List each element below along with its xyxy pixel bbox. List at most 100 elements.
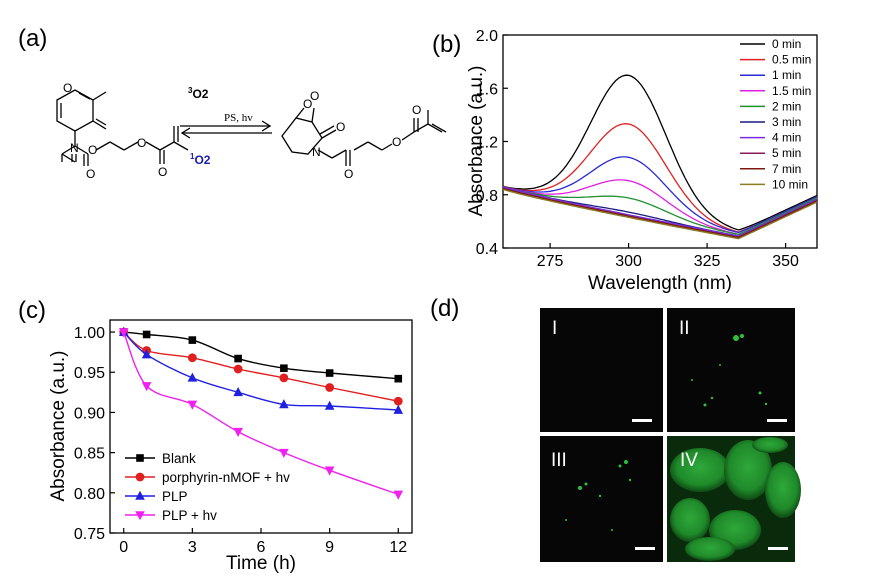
micrograph-ii	[667, 308, 795, 432]
chart-c-xtick-label: 0	[119, 539, 128, 556]
triplet-oxygen-label: 3O2	[188, 86, 209, 101]
chart-c-point-plp-hv	[187, 400, 198, 410]
chart-c-legend-marker	[135, 511, 145, 521]
chart-c-point-porphyrin-nmof-hv	[233, 364, 243, 374]
atom-o-methacrylate-right: O	[412, 103, 421, 117]
chart-c-ytick-label: 0.80	[74, 486, 105, 503]
chart-c-point-blank	[234, 354, 242, 363]
chart-b-legend-label: 5 min	[772, 146, 801, 160]
chart-c-point-blank	[280, 364, 288, 373]
atom-o-lactam: O	[336, 120, 345, 134]
chart-c-point-plp-hv	[233, 427, 243, 438]
micrograph-iii	[540, 436, 663, 562]
chart-c-point-blank	[325, 369, 334, 377]
chart-c-point-plp	[187, 372, 198, 382]
panel-d-label: (d)	[430, 295, 459, 322]
chart-b-xtick-label: 325	[694, 253, 721, 270]
scale-bar-iv	[768, 547, 788, 550]
chart-c-legend: Blank porphyrin-nMOF + hv PLP PLP + hv	[125, 451, 290, 523]
uv-vis-spectra-chart: 275 300 325 350 0.4 0.8 1.2 1.6 2.0 0 min 0.5 min…	[466, 28, 818, 294]
chart-c-point-plp-hv	[393, 490, 404, 500]
atom-o-peroxide-2: O	[310, 89, 319, 103]
singlet-oxygen-label: 1O2	[190, 152, 211, 167]
chart-b-xtick-label: 300	[615, 253, 642, 270]
micrograph-i-label: I	[552, 318, 557, 339]
chart-c-legend-marker	[135, 490, 145, 500]
chart-c-frame	[109, 319, 413, 534]
chart-c-ytick-label: 0.85	[74, 446, 105, 463]
atom-o-peroxide-1: O	[303, 97, 312, 111]
chart-c-point-plp-hv	[141, 382, 152, 392]
chart-c-point-plp	[279, 399, 289, 409]
microscopy-grid: I II III IV	[540, 308, 801, 562]
chart-b-legend-label: 4 min	[772, 131, 801, 145]
chart-c-legend-label: Blank	[162, 451, 196, 466]
chart-b-xlabel: Wavelength (nm)	[588, 273, 732, 294]
scale-bar-ii	[767, 419, 787, 422]
atom-o-ester-right: O	[392, 135, 401, 149]
atom-o-methacrylate-left: O	[158, 165, 167, 179]
chart-c-point-plp	[141, 349, 152, 359]
chart-b-ytick-label: 0.4	[476, 241, 498, 258]
micrograph-ii-specks	[691, 334, 768, 407]
chart-c-point-blank	[394, 374, 403, 383]
scale-bar-i	[632, 419, 652, 422]
chart-c-point-porphyrin-nmof-hv	[325, 383, 335, 392]
atom-n-left: N	[70, 141, 79, 155]
chart-c-xlabel: Time (h)	[226, 553, 296, 574]
chart-b-legend-label: 10 min	[772, 177, 808, 191]
chart-b-xtick-label: 275	[537, 253, 564, 270]
chart-c-point-porphyrin-nmof-hv	[279, 373, 289, 383]
chart-c-point-porphyrin-nmof-hv	[187, 353, 197, 363]
atom-o-left: O	[63, 81, 72, 95]
chart-b-legend-label: 0.5 min	[772, 53, 811, 67]
atom-o-ester2-left: O	[137, 136, 146, 150]
conditions-label: PS, hv	[224, 112, 253, 124]
chart-c-ytick-label: 0.95	[74, 365, 105, 382]
chart-b-ytick-label: 1.2	[476, 135, 498, 152]
atom-n-right: N	[312, 145, 321, 159]
chart-c-legend-label: PLP	[162, 489, 188, 504]
chart-c-point-plp	[324, 400, 335, 410]
absorbance-vs-time-chart: 0 3 6 9 12 0.75 0.80 0.85 0.90 0.95 1.00 Blank porp…	[48, 319, 413, 574]
micrograph-iv-label: IV	[680, 450, 698, 471]
panel-c-label: (c)	[18, 297, 46, 324]
chart-c-point-plp-hv	[279, 448, 289, 458]
chart-c-xtick-label: 6	[257, 539, 266, 556]
chart-c-legend-label: PLP + hv	[162, 508, 217, 523]
chart-b-legend-label: 1 min	[772, 68, 801, 82]
chart-c-ytick-label: 0.90	[74, 405, 105, 422]
chart-c-point-blank	[142, 330, 151, 339]
pyridone-ring	[56, 89, 94, 132]
micrograph-ii-label: II	[679, 318, 690, 339]
atom-o-carbonyl-right: O	[344, 167, 353, 181]
chart-b-legend-label: 3 min	[772, 115, 801, 129]
chart-b-ytick-label: 1.6	[476, 81, 498, 98]
chart-c-point-plp	[393, 404, 404, 414]
atom-o-ester-left: O	[88, 143, 97, 157]
chart-b-series-7-min	[502, 187, 818, 238]
chart-c-point-plp-hv	[118, 328, 129, 338]
panel-a-label: (a)	[18, 25, 47, 52]
chart-b-series-10-min	[502, 188, 818, 240]
chart-b-series-2-min	[502, 186, 818, 236]
chart-b-legend-label: 1.5 min	[772, 84, 811, 98]
panel-b-label: (b)	[432, 31, 461, 58]
chart-b-xtick-label: 350	[772, 253, 799, 270]
micrograph-iii-label: III	[551, 450, 567, 471]
atom-o-carbonyl-left: O	[86, 167, 95, 181]
chart-b-frame	[502, 34, 818, 249]
reaction-scheme	[56, 89, 447, 166]
scale-bar-iii	[635, 547, 655, 550]
chart-c-point-blank	[188, 336, 197, 344]
chart-c-point-plp-hv	[324, 466, 335, 476]
micrograph-iv-cells	[670, 437, 801, 561]
chart-c-ytick-label: 1.00	[74, 325, 105, 342]
chart-c-xtick-label: 3	[188, 539, 197, 556]
chart-c-point-plp	[233, 387, 243, 397]
chart-b-legend-label: 7 min	[772, 162, 801, 176]
chart-b-legend-label: 2 min	[772, 99, 801, 113]
chart-c-ylabel: Absorbance (a.u.)	[48, 350, 69, 501]
